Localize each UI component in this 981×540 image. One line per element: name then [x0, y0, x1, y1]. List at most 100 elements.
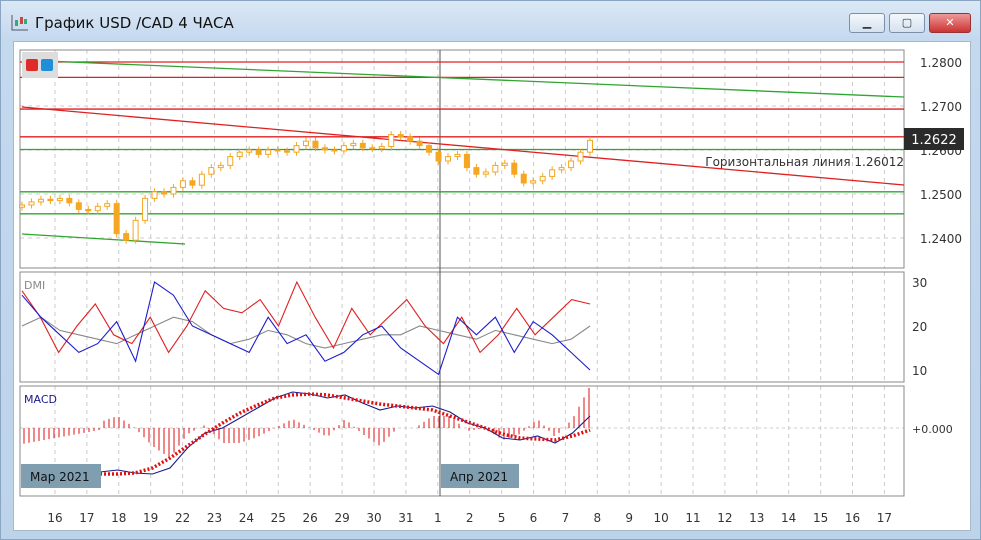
date-tick: 11	[685, 511, 700, 525]
candle	[549, 169, 556, 177]
date-tick: 19	[143, 511, 158, 525]
candle	[123, 233, 130, 241]
candle	[19, 204, 25, 208]
price-tick: 1.2800	[920, 56, 962, 70]
chart-area[interactable]	[13, 41, 971, 531]
candle	[85, 208, 92, 212]
candle	[539, 175, 546, 182]
month-label-march	[21, 464, 101, 488]
candle	[501, 162, 508, 166]
dmi-panel	[19, 271, 905, 383]
close-button[interactable]: ✕	[929, 13, 971, 33]
price-tick: 1.2500	[920, 188, 962, 202]
candle	[227, 156, 234, 166]
candle	[236, 151, 243, 158]
maximize-button[interactable]: ▢	[889, 13, 925, 33]
window-title: График USD /CAD 4 ЧАСА	[35, 14, 234, 32]
date-tick: 13	[749, 511, 764, 525]
date-tick: 23	[207, 511, 222, 525]
date-tick: 30	[366, 511, 381, 525]
candle	[520, 173, 527, 184]
candle	[312, 140, 319, 149]
green-trend-line	[21, 233, 186, 245]
macd-label: MACD	[24, 393, 57, 406]
candle	[577, 151, 584, 162]
date-tick: 9	[625, 511, 633, 525]
grid	[20, 50, 904, 496]
date-tick: 2	[466, 511, 474, 525]
macd-zero-label: +0.000	[912, 423, 953, 436]
candle	[66, 197, 73, 204]
candle	[473, 167, 480, 175]
candle	[198, 173, 205, 186]
date-tick: 24	[239, 511, 254, 525]
candle	[463, 153, 470, 169]
date-tick: 8	[593, 511, 601, 525]
red-trend-line	[21, 106, 905, 186]
red-square-icon[interactable]	[26, 59, 38, 71]
current-price: 1.2622	[911, 133, 957, 148]
date-tick: 26	[303, 511, 318, 525]
date-tick: 18	[111, 511, 126, 525]
candle	[558, 167, 565, 171]
date-tick: 25	[271, 511, 286, 525]
candle	[407, 136, 414, 142]
candle	[132, 219, 139, 241]
dmi-label: DMI	[24, 279, 45, 292]
candle	[151, 191, 158, 199]
chart-app-icon	[11, 15, 28, 31]
candle	[179, 180, 186, 188]
dmi-tick: 10	[912, 364, 927, 378]
current-price-badge	[904, 128, 964, 150]
date-tick: 16	[47, 511, 62, 525]
candle	[303, 140, 309, 147]
candle	[331, 149, 338, 152]
date-tick: 16	[845, 511, 860, 525]
candle	[75, 202, 82, 210]
dmi-tick: 20	[912, 320, 927, 334]
candle	[170, 186, 177, 195]
date-tick: 17	[877, 511, 892, 525]
horizontal-line-label: Горизонтальная линия 1.26012	[705, 155, 904, 169]
candle	[161, 191, 167, 195]
minimize-button[interactable]: ▁	[849, 13, 885, 33]
candle	[274, 149, 281, 152]
date-tick: 22	[175, 511, 190, 525]
date-tick: 17	[79, 511, 94, 525]
candle	[56, 197, 63, 202]
candle	[208, 167, 215, 175]
price-panel	[19, 49, 905, 269]
candle	[284, 150, 291, 153]
date-tick: 31	[398, 511, 413, 525]
candle	[265, 149, 272, 155]
date-tick: 14	[781, 511, 796, 525]
candle	[104, 203, 111, 207]
candle	[587, 139, 593, 153]
adx-line	[21, 316, 591, 349]
candle	[454, 153, 461, 158]
minus-di-line	[21, 281, 591, 376]
candle	[189, 180, 196, 186]
month-label-march-text: Мар 2021	[30, 470, 90, 484]
date-tick: 10	[653, 511, 668, 525]
candle	[492, 164, 499, 173]
month-label-april	[441, 464, 519, 488]
candle	[511, 162, 518, 175]
date-tick: 1	[434, 511, 442, 525]
date-tick: 12	[717, 511, 732, 525]
candle	[416, 140, 423, 147]
month-label-april-text: Апр 2021	[450, 470, 508, 484]
candle	[255, 149, 262, 155]
date-tick: 15	[813, 511, 828, 525]
candle	[340, 145, 347, 152]
candle	[530, 180, 537, 184]
candle	[378, 145, 385, 150]
blue-square-icon[interactable]	[41, 59, 53, 71]
signal-line	[100, 392, 591, 476]
price-tick: 1.2700	[920, 100, 962, 114]
candle	[388, 134, 395, 147]
candle	[369, 147, 376, 150]
date-tick: 29	[334, 511, 349, 525]
price-tick: 1.2400	[920, 232, 962, 246]
